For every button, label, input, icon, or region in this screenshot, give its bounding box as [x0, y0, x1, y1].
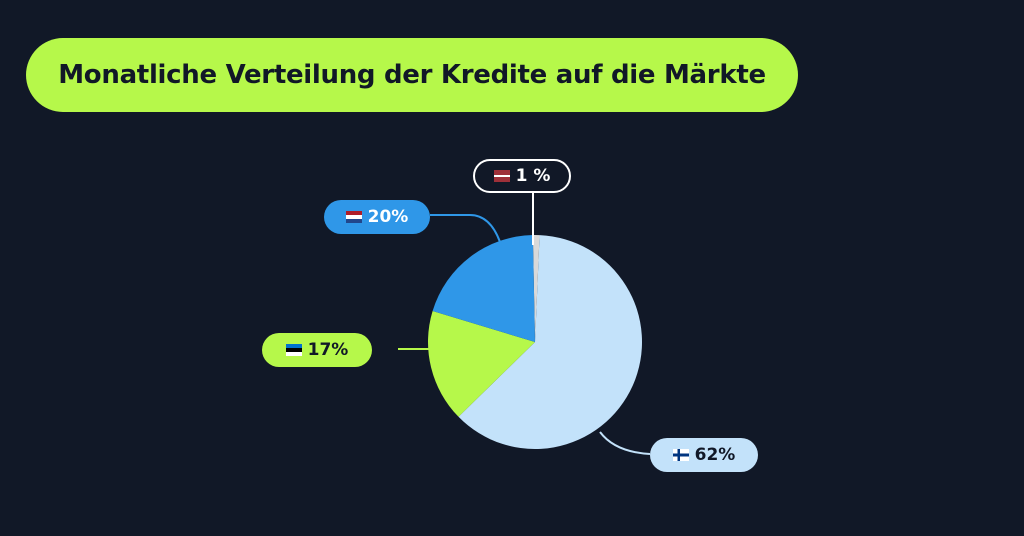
leader-line-netherlands [430, 214, 501, 243]
latvia-flag-icon [493, 170, 510, 182]
label-finland: 62% [650, 438, 758, 472]
leader-line-finland [599, 431, 651, 455]
leader-lines [398, 192, 651, 455]
finland-flag-icon [672, 449, 689, 461]
chart-title: Monatliche Verteilung der Kredite auf di… [58, 60, 766, 90]
netherlands-flag-icon [345, 211, 362, 223]
chart-title-pill: Monatliche Verteilung der Kredite auf di… [26, 38, 798, 112]
pie-slices [428, 234, 643, 450]
pie-slice-netherlands [432, 235, 535, 342]
pie-slice-latvia [532, 234, 540, 342]
label-netherlands-value: 20% [367, 207, 409, 227]
label-latvia-value: 1 % [515, 166, 551, 186]
label-estonia-value: 17% [307, 340, 349, 360]
label-netherlands: 20% [324, 200, 430, 234]
label-latvia: 1 % [473, 159, 571, 193]
label-estonia: 17% [262, 333, 372, 367]
estonia-flag-icon [285, 344, 302, 356]
pie-slice-finland [458, 235, 643, 450]
pie-slice-estonia [428, 310, 535, 417]
label-finland-value: 62% [694, 445, 736, 465]
